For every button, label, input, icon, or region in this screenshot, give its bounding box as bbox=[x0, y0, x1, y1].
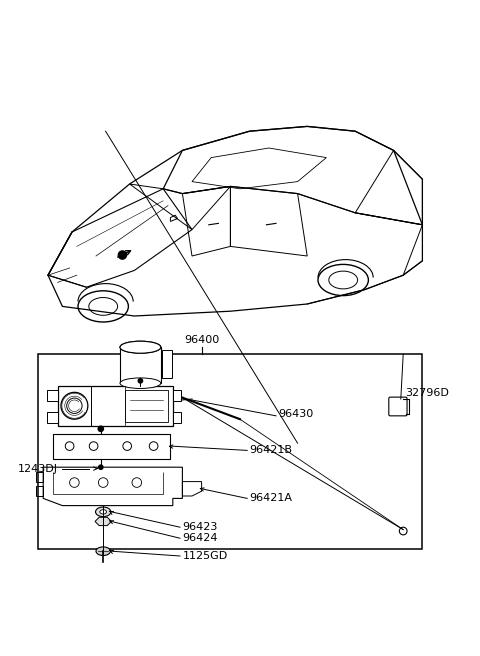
Bar bbox=[58, 386, 173, 426]
Circle shape bbox=[97, 426, 104, 432]
Bar bbox=[173, 390, 181, 401]
FancyBboxPatch shape bbox=[389, 397, 407, 416]
Bar bbox=[53, 434, 170, 459]
Bar bbox=[120, 347, 161, 383]
Text: 96423: 96423 bbox=[182, 522, 218, 532]
Ellipse shape bbox=[120, 341, 161, 353]
Text: 96421A: 96421A bbox=[250, 493, 293, 503]
Bar bbox=[47, 390, 58, 401]
Text: 32796D: 32796D bbox=[406, 388, 449, 398]
Ellipse shape bbox=[96, 507, 111, 517]
Circle shape bbox=[137, 378, 143, 384]
Bar bbox=[47, 412, 58, 422]
Bar bbox=[173, 412, 181, 422]
Ellipse shape bbox=[100, 510, 107, 514]
Text: 96424: 96424 bbox=[182, 533, 218, 543]
Ellipse shape bbox=[120, 378, 161, 388]
Ellipse shape bbox=[96, 547, 110, 556]
Bar bbox=[162, 350, 172, 379]
Polygon shape bbox=[95, 518, 111, 525]
Text: 1125GD: 1125GD bbox=[182, 551, 228, 561]
Bar bbox=[38, 354, 422, 549]
Text: 96430: 96430 bbox=[278, 409, 313, 419]
Text: 1243DJ: 1243DJ bbox=[18, 464, 58, 474]
Text: 96400: 96400 bbox=[184, 335, 219, 345]
Bar bbox=[125, 390, 168, 422]
Circle shape bbox=[118, 250, 127, 260]
Text: 96421B: 96421B bbox=[250, 445, 293, 455]
Circle shape bbox=[98, 464, 104, 470]
